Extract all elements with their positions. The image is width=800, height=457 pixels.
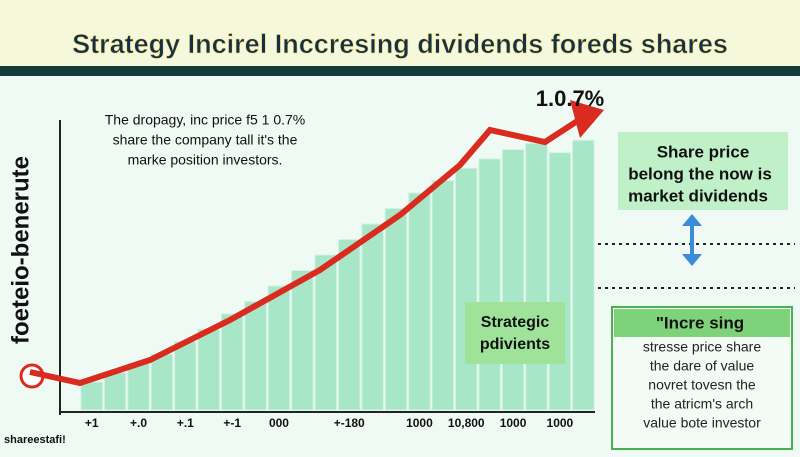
incre-line: value bote investor: [643, 415, 761, 431]
strategic-line: pdivients: [480, 336, 550, 353]
strategic-box: [465, 302, 565, 364]
footer: shareestafi!: [4, 434, 66, 446]
bar: [361, 223, 384, 411]
bar: [244, 301, 267, 411]
incre-line: stresse price share: [643, 339, 761, 355]
bar: [548, 152, 572, 411]
share-line: belong the now is: [628, 164, 772, 183]
bar: [337, 239, 361, 411]
bar: [197, 328, 221, 411]
chart-title: Strategy Incirel Inccresing dividends fo…: [72, 29, 728, 59]
x-tick-label: +.0: [130, 416, 147, 430]
arrow-head: [682, 214, 702, 226]
intro-line: The dropagy, inc price f5 1 0.7%: [105, 112, 306, 128]
share-box: [618, 132, 788, 210]
bar: [174, 341, 197, 411]
incre-line: the atricm's arch: [651, 396, 753, 412]
intro-line: share the company tall it's the: [113, 132, 298, 148]
share-line: Share price: [657, 142, 750, 161]
bar: [314, 254, 338, 411]
x-tick-label: +.1: [177, 416, 194, 430]
incre-title: "Incre sing: [656, 313, 744, 332]
bar: [572, 139, 595, 411]
arrow-head: [682, 254, 702, 266]
bar: [501, 149, 525, 411]
x-tick-label: 000: [269, 416, 289, 430]
strategic-line: Strategic: [481, 314, 550, 331]
bar: [291, 270, 314, 411]
x-tick-label: +-1: [223, 416, 241, 430]
x-tick-label: 1000: [406, 416, 433, 430]
bar: [267, 285, 291, 411]
bar: [80, 381, 103, 411]
bar: [431, 180, 455, 411]
trend-arrow: [29, 115, 584, 387]
x-tick-label: +-180: [334, 416, 365, 430]
x-tick-label: 10,800: [448, 416, 485, 430]
bar: [454, 167, 478, 411]
header: [0, 0, 800, 66]
bar: [478, 158, 501, 411]
header-stripe: [0, 66, 800, 76]
bar: [525, 142, 548, 411]
intro-text: The dropagy, inc price f5 1 0.7% share t…: [105, 112, 306, 168]
incre-line: novret tovesn the: [648, 377, 756, 393]
x-tick-label: +1: [85, 416, 99, 430]
x-tick-label: 1000: [500, 416, 527, 430]
intro-line: marke position investors.: [128, 152, 283, 168]
y-axis-label: foeteio-benerute: [7, 156, 34, 344]
peak-label: 1.0.7%: [536, 86, 605, 111]
arrow-head: [570, 100, 604, 138]
incre-line: the dare of value: [650, 358, 755, 374]
bar: [220, 313, 244, 411]
x-tick-label: 1000: [547, 416, 574, 430]
bar: [103, 372, 127, 411]
share-line: market dividends: [628, 186, 768, 205]
bar: [150, 353, 174, 411]
incre-header: [614, 309, 790, 337]
bar: [408, 192, 431, 411]
bar: [127, 363, 150, 411]
bar: [384, 208, 408, 411]
